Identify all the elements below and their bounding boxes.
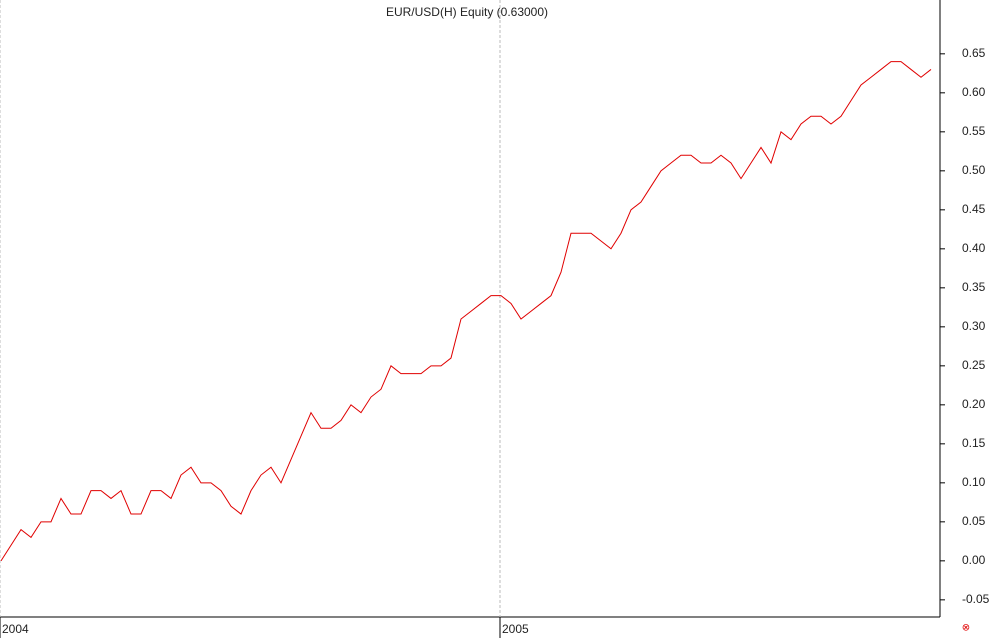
equity-line: [0, 61, 932, 562]
y-tick-label: 0.35: [962, 280, 986, 294]
x-tick-label: 2005: [502, 622, 529, 636]
y-tick-label: 0.40: [962, 241, 986, 255]
y-tick-label: 0.65: [962, 46, 986, 60]
corner-icon: ⊗: [962, 623, 970, 634]
y-tick-label: 0.05: [962, 514, 986, 528]
chart-title: EUR/USD(H) Equity (0.63000): [386, 5, 548, 19]
y-tick-label: 0.30: [962, 319, 986, 333]
y-tick-label: 0.15: [962, 436, 986, 450]
y-tick-label: 0.10: [962, 475, 986, 489]
y-tick-label: 0.00: [962, 553, 986, 567]
y-tick-label: 0.20: [962, 397, 986, 411]
y-tick-label: 0.25: [962, 358, 986, 372]
y-tick-label: 0.50: [962, 163, 986, 177]
y-tick-label: 0.45: [962, 202, 986, 216]
y-tick-label: 0.55: [962, 124, 986, 138]
y-tick-label: 0.60: [962, 85, 986, 99]
x-tick-label: 2004: [2, 622, 29, 636]
y-tick-label: -0.05: [962, 592, 990, 606]
